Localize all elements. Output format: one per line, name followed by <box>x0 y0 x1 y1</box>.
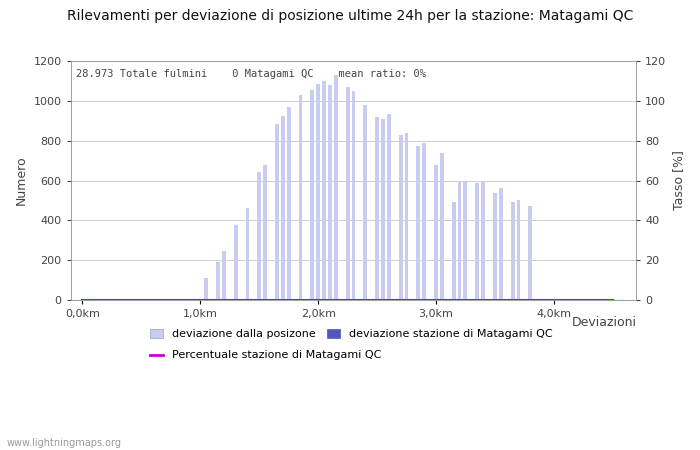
Bar <box>275 124 279 300</box>
Bar <box>599 299 603 300</box>
Bar <box>358 299 361 300</box>
Bar <box>216 262 220 300</box>
Bar <box>86 299 90 300</box>
Bar <box>127 299 132 300</box>
Bar <box>316 84 320 300</box>
Bar <box>228 299 232 300</box>
Text: 28.973 Totale fulmini    0 Matagami QC    mean ratio: 0%: 28.973 Totale fulmini 0 Matagami QC mean… <box>76 69 426 79</box>
Bar <box>540 299 544 300</box>
Bar <box>310 90 314 300</box>
Legend: Percentuale stazione di Matagami QC: Percentuale stazione di Matagami QC <box>150 351 382 360</box>
Bar <box>193 299 197 300</box>
Bar <box>581 299 585 300</box>
Bar <box>499 189 503 300</box>
Bar <box>163 299 167 300</box>
Bar <box>263 165 267 300</box>
Bar <box>446 299 449 300</box>
Bar <box>458 180 461 300</box>
Bar <box>470 299 473 300</box>
Bar <box>487 299 491 300</box>
Bar <box>175 299 178 300</box>
Bar <box>116 299 120 300</box>
Bar <box>522 299 526 300</box>
Bar <box>287 107 290 300</box>
Bar <box>139 299 144 300</box>
Bar <box>210 299 214 300</box>
Bar <box>558 299 561 300</box>
Bar <box>528 207 532 300</box>
Bar <box>416 146 420 300</box>
Bar <box>281 116 285 300</box>
Bar <box>258 171 261 300</box>
Bar <box>369 299 373 300</box>
Bar <box>110 299 114 300</box>
Bar <box>251 299 256 300</box>
Bar <box>405 133 409 300</box>
Bar <box>346 87 349 300</box>
Bar <box>293 299 297 300</box>
Bar <box>611 299 615 300</box>
Bar <box>570 299 573 300</box>
Bar <box>434 165 438 300</box>
Bar <box>134 299 137 300</box>
Y-axis label: Tasso [%]: Tasso [%] <box>672 151 685 211</box>
Bar <box>198 299 202 300</box>
Bar <box>428 299 432 300</box>
Text: Deviazioni: Deviazioni <box>571 316 636 329</box>
Bar <box>334 76 338 300</box>
Bar <box>151 299 155 300</box>
Bar <box>587 299 591 300</box>
Bar <box>593 299 597 300</box>
Bar <box>510 202 514 300</box>
Bar <box>387 114 391 300</box>
Bar <box>246 208 249 300</box>
Bar <box>169 299 173 300</box>
Bar <box>546 299 550 300</box>
Bar <box>517 200 520 300</box>
Bar <box>393 299 397 300</box>
Y-axis label: Numero: Numero <box>15 156 28 205</box>
Bar <box>564 299 568 300</box>
Bar <box>575 299 580 300</box>
Bar <box>239 299 244 300</box>
Bar <box>410 299 414 300</box>
Bar <box>269 299 273 300</box>
Bar <box>181 299 185 300</box>
Bar <box>481 180 485 300</box>
Bar <box>92 299 96 300</box>
Bar <box>452 202 456 300</box>
Bar <box>422 143 426 300</box>
Bar <box>340 299 344 300</box>
Bar <box>157 299 161 300</box>
Bar <box>304 299 308 300</box>
Bar <box>122 299 126 300</box>
Bar <box>534 299 538 300</box>
Bar <box>552 299 556 300</box>
Bar <box>381 119 385 300</box>
Bar <box>440 153 444 300</box>
Text: Rilevamenti per deviazione di posizione ultime 24h per la stazione: Matagami QC: Rilevamenti per deviazione di posizione … <box>66 9 634 23</box>
Bar <box>222 251 226 300</box>
Bar <box>505 299 509 300</box>
Bar <box>234 225 237 300</box>
Bar <box>493 194 497 300</box>
Text: www.lightningmaps.org: www.lightningmaps.org <box>7 438 122 448</box>
Bar <box>104 299 108 300</box>
Bar <box>399 135 402 300</box>
Bar <box>351 91 356 300</box>
Bar <box>363 105 368 300</box>
Bar <box>322 81 326 300</box>
Bar <box>204 278 208 300</box>
Bar <box>605 299 609 300</box>
Bar <box>328 86 332 300</box>
Bar <box>146 299 149 300</box>
Bar <box>298 95 302 300</box>
Bar <box>187 299 190 300</box>
Bar <box>463 180 468 300</box>
Bar <box>475 183 480 300</box>
Bar <box>375 117 379 300</box>
Bar <box>98 299 102 300</box>
